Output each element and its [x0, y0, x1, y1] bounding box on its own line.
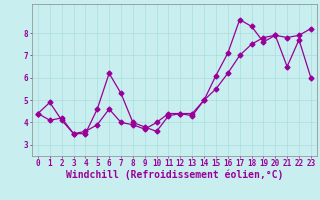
X-axis label: Windchill (Refroidissement éolien,°C): Windchill (Refroidissement éolien,°C)	[66, 170, 283, 180]
